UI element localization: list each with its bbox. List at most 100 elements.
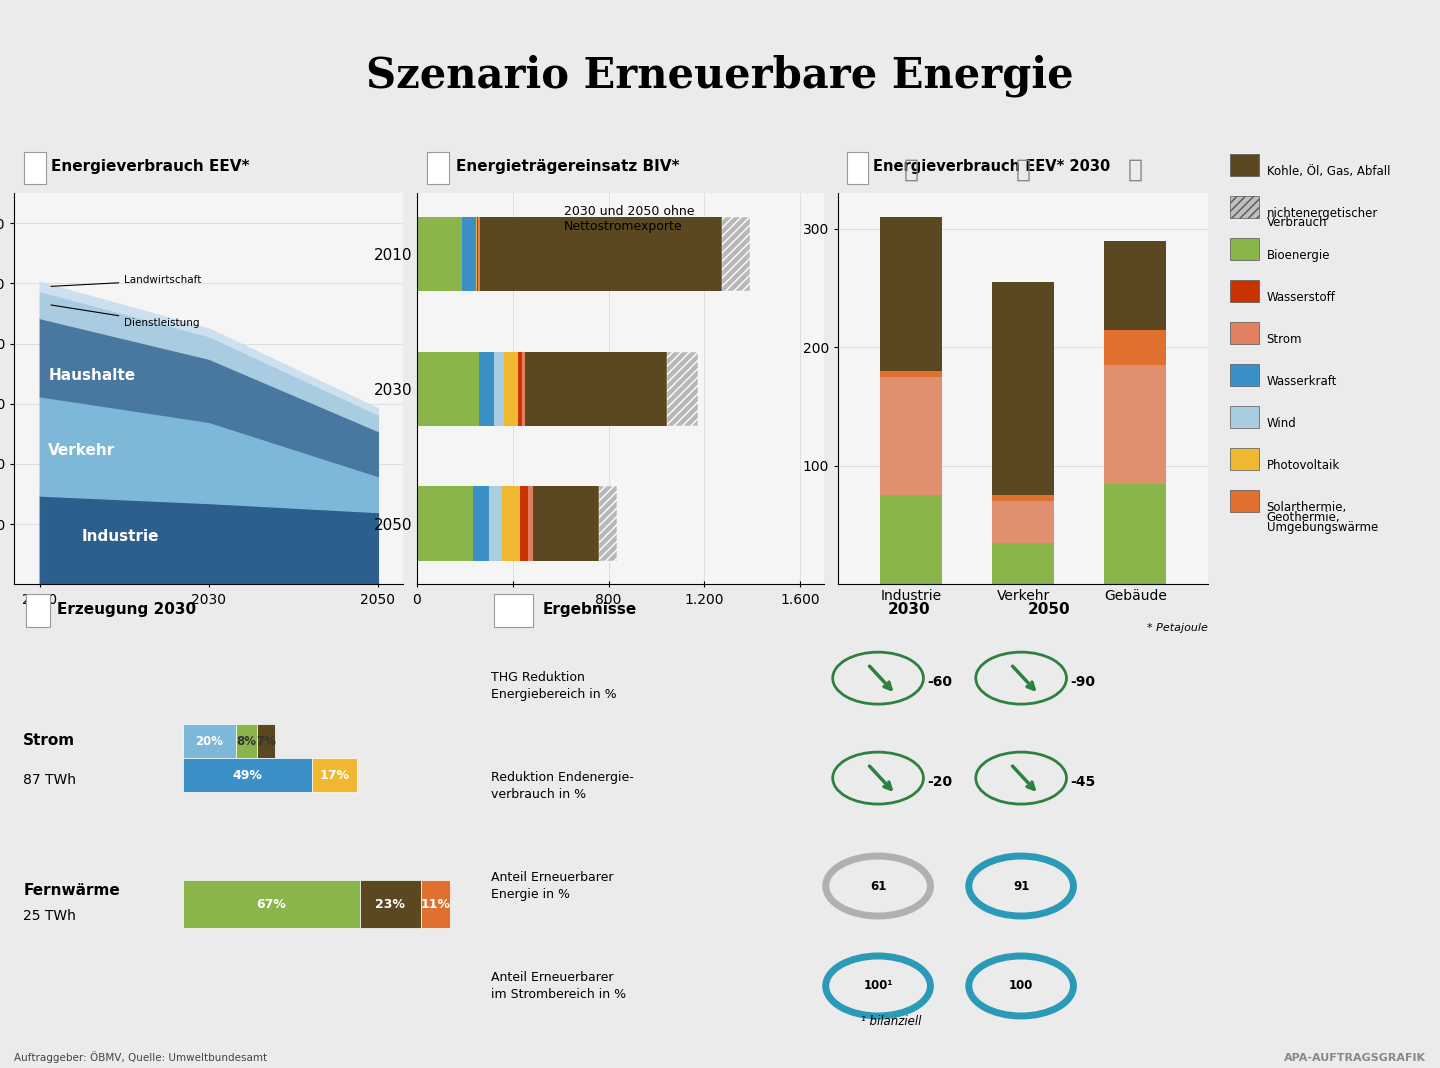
Bar: [533, 486, 599, 561]
Text: 🚗: 🚗: [1015, 157, 1031, 182]
Bar: [480, 351, 494, 426]
Bar: [428, 152, 449, 184]
Bar: [1230, 406, 1259, 428]
Text: 87 TWh: 87 TWh: [23, 773, 76, 787]
Text: Bioenergie: Bioenergie: [1267, 249, 1331, 262]
Text: 11%: 11%: [420, 897, 451, 911]
Bar: [462, 217, 475, 290]
Bar: [1230, 321, 1259, 344]
Bar: [183, 758, 312, 792]
Bar: [880, 371, 942, 377]
Text: Anteil Erneuerbarer
im Strombereich in %: Anteil Erneuerbarer im Strombereich in %: [491, 971, 626, 1001]
Text: Ergebnisse: Ergebnisse: [543, 601, 638, 616]
Text: Erzeugung 2030: Erzeugung 2030: [56, 601, 196, 616]
Text: 23%: 23%: [376, 897, 405, 911]
Bar: [992, 282, 1054, 496]
Text: Szenario Erneuerbare Energie: Szenario Erneuerbare Energie: [366, 54, 1074, 97]
Bar: [1104, 240, 1166, 330]
Bar: [528, 486, 533, 561]
Bar: [418, 217, 462, 290]
Text: -90: -90: [1070, 675, 1094, 689]
Text: 2030: 2030: [888, 601, 930, 616]
Bar: [517, 351, 523, 426]
Bar: [1104, 365, 1166, 484]
Bar: [526, 351, 667, 426]
Text: 49%: 49%: [233, 769, 262, 782]
Text: Strom: Strom: [23, 733, 75, 748]
Text: Strom: Strom: [1267, 333, 1302, 346]
Bar: [312, 758, 357, 792]
Bar: [721, 217, 750, 290]
Text: Haushalte: Haushalte: [48, 367, 135, 382]
Text: Kohle, Öl, Gas, Abfall: Kohle, Öl, Gas, Abfall: [1267, 164, 1390, 177]
Bar: [503, 486, 520, 561]
Bar: [992, 543, 1054, 584]
Text: Verkehr: Verkehr: [48, 443, 115, 458]
Text: 🏭: 🏭: [903, 157, 919, 182]
Text: Wasserstoff: Wasserstoff: [1267, 290, 1336, 303]
Bar: [992, 501, 1054, 543]
Bar: [1230, 154, 1259, 175]
Text: 67%: 67%: [256, 897, 287, 911]
Text: Auftraggeber: ÖBMV, Quelle: Umweltbundesamt: Auftraggeber: ÖBMV, Quelle: Umweltbundes…: [14, 1051, 268, 1063]
Text: 25 TWh: 25 TWh: [23, 909, 76, 923]
Text: -60: -60: [927, 675, 952, 689]
Bar: [256, 724, 275, 758]
Text: Photovoltaik: Photovoltaik: [1267, 459, 1341, 472]
Text: Wasserkraft: Wasserkraft: [1267, 375, 1338, 388]
Bar: [523, 351, 526, 426]
Text: 8%: 8%: [236, 735, 256, 748]
Bar: [880, 377, 942, 496]
Bar: [520, 486, 528, 561]
Bar: [418, 486, 474, 561]
Text: Energieverbrauch EEV*: Energieverbrauch EEV*: [52, 159, 249, 174]
Text: Reduktion Endenergie-
verbrauch in %: Reduktion Endenergie- verbrauch in %: [491, 771, 634, 801]
Bar: [1230, 195, 1259, 218]
Text: nichtenergetischer: nichtenergetischer: [1267, 206, 1378, 220]
Bar: [880, 217, 942, 371]
Bar: [992, 496, 1054, 501]
Text: Industrie: Industrie: [82, 529, 160, 544]
Bar: [474, 486, 488, 561]
Text: 20%: 20%: [196, 735, 223, 748]
Text: Fernwärme: Fernwärme: [23, 882, 120, 897]
Bar: [1230, 238, 1259, 260]
Text: 2030 und 2050 ohne
Nettostromexporte: 2030 und 2050 ohne Nettostromexporte: [563, 205, 694, 233]
Text: Anteil Erneuerbarer
Energie in %: Anteil Erneuerbarer Energie in %: [491, 871, 613, 901]
Bar: [478, 217, 480, 290]
Bar: [667, 351, 698, 426]
Text: Energieverbrauch EEV* 2030: Energieverbrauch EEV* 2030: [873, 159, 1110, 174]
Text: -45: -45: [1070, 775, 1096, 789]
Text: Umgebungswärme: Umgebungswärme: [1267, 520, 1378, 534]
Text: APA-AUFTRAGSGRAFIK: APA-AUFTRAGSGRAFIK: [1283, 1053, 1426, 1063]
Text: 100¹: 100¹: [864, 979, 893, 992]
Bar: [1104, 330, 1166, 365]
Text: 17%: 17%: [320, 769, 350, 782]
Text: Dienstleistung: Dienstleistung: [50, 305, 200, 328]
Text: 2050: 2050: [1028, 601, 1070, 616]
Text: * Petajoule: * Petajoule: [1148, 623, 1208, 633]
Bar: [494, 594, 533, 627]
Bar: [599, 486, 616, 561]
Text: Verbrauch: Verbrauch: [1267, 217, 1328, 230]
Text: 7%: 7%: [256, 735, 276, 748]
Bar: [26, 594, 50, 627]
Bar: [1230, 490, 1259, 513]
Bar: [418, 351, 480, 426]
Text: 91: 91: [1012, 880, 1030, 893]
Text: THG Reduktion
Energiebereich in %: THG Reduktion Energiebereich in %: [491, 671, 616, 701]
Bar: [488, 486, 503, 561]
Bar: [183, 880, 360, 928]
Text: Energieträgereinsatz BIV*: Energieträgereinsatz BIV*: [455, 159, 680, 174]
Bar: [1230, 447, 1259, 470]
Bar: [236, 724, 256, 758]
Bar: [360, 880, 420, 928]
Text: Geothermie,: Geothermie,: [1267, 511, 1341, 523]
Text: Wind: Wind: [1267, 417, 1296, 430]
Bar: [1104, 484, 1166, 584]
Text: ¹ bilanziell: ¹ bilanziell: [861, 1015, 922, 1028]
Text: 100: 100: [1009, 979, 1034, 992]
Bar: [1230, 364, 1259, 386]
Text: 61: 61: [870, 880, 886, 893]
Bar: [504, 351, 517, 426]
